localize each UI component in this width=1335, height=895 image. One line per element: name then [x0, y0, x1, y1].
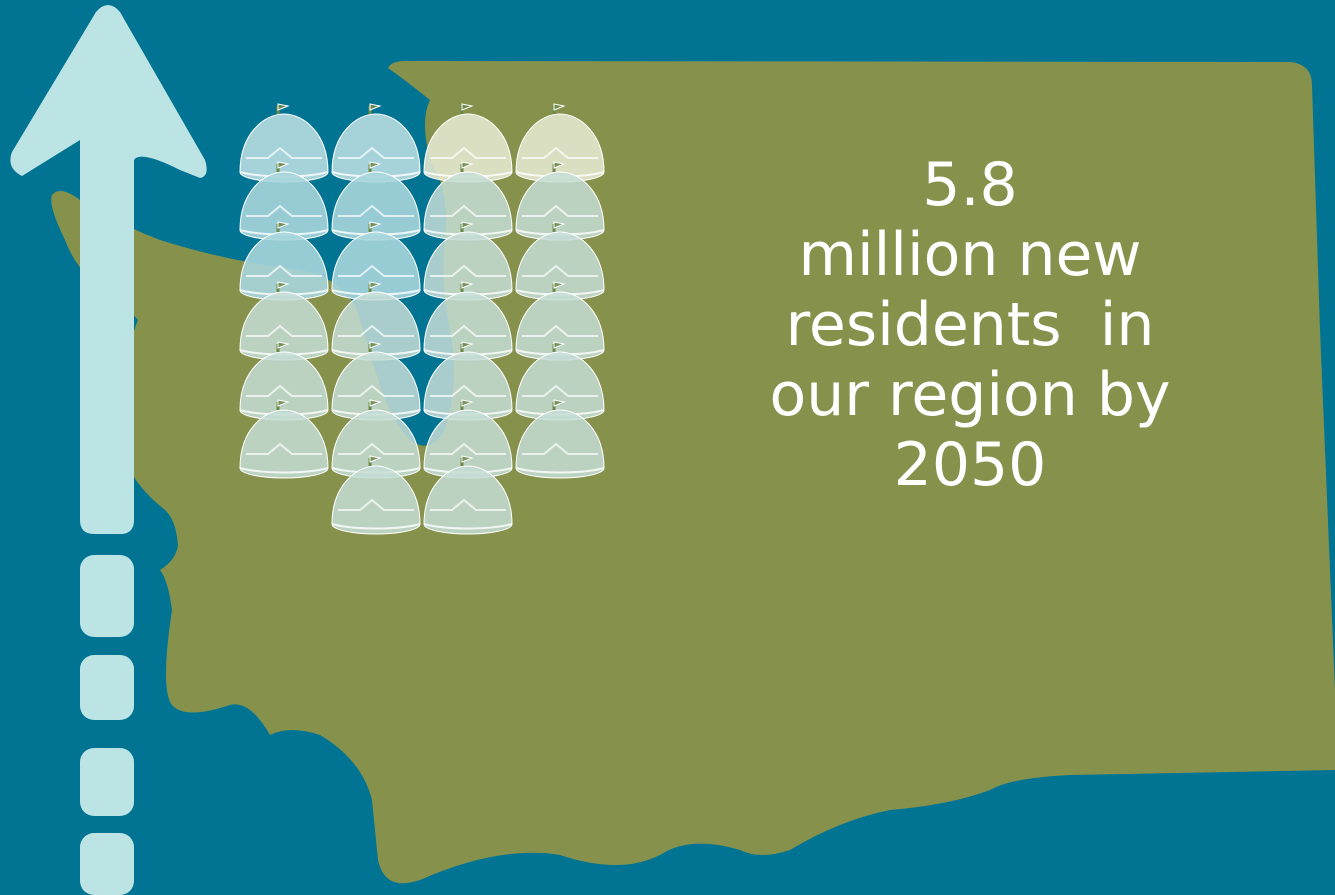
state-land [51, 60, 1335, 884]
stat-line-2: residents in [785, 290, 1155, 360]
stat-number: 5.8 [922, 150, 1018, 220]
stat-line-3: our region by [769, 360, 1171, 430]
population-stat: 5.8 million new residents in our region … [700, 150, 1240, 500]
stat-line-1: million new [798, 220, 1142, 290]
stat-line-4: 2050 [893, 430, 1047, 500]
growth-arrow [10, 5, 207, 895]
